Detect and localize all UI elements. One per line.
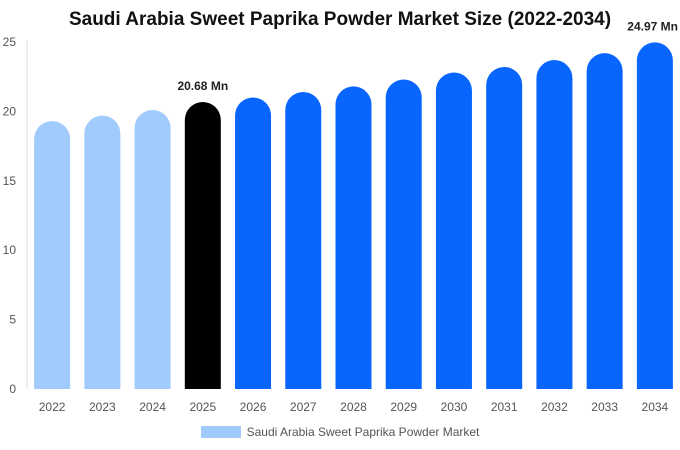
- x-tick-label: 2034: [642, 400, 669, 414]
- x-tick-label: 2022: [39, 400, 66, 414]
- x-axis: 2022 2023 2024 2025 2026 2027 2028 2029 2030 2031…: [39, 400, 669, 414]
- y-tick-label: 25: [3, 35, 17, 49]
- x-tick-label: 2031: [491, 400, 518, 414]
- bar: [536, 60, 573, 389]
- y-tick-label: 10: [3, 243, 17, 257]
- bar: [586, 53, 623, 389]
- y-tick-label: 0: [9, 382, 16, 396]
- x-tick-label: 2030: [441, 400, 468, 414]
- bar: [435, 72, 472, 389]
- bar: [84, 115, 121, 389]
- bar: [134, 110, 171, 389]
- y-tick-label: 20: [3, 104, 17, 118]
- bar: [285, 91, 322, 389]
- x-tick-label: 2029: [390, 400, 417, 414]
- legend: Saudi Arabia Sweet Paprika Powder Market: [0, 425, 680, 439]
- x-tick-label: 2023: [89, 400, 116, 414]
- x-tick-label: 2025: [189, 400, 216, 414]
- x-tick-label: 2024: [139, 400, 166, 414]
- bar: [34, 121, 71, 390]
- x-tick-label: 2027: [290, 400, 317, 414]
- legend-label: Saudi Arabia Sweet Paprika Powder Market: [246, 425, 480, 439]
- data-label: 20.68 Mn: [177, 79, 228, 93]
- bar: [184, 101, 221, 389]
- bar: [636, 42, 673, 389]
- x-tick-label: 2032: [541, 400, 568, 414]
- y-tick-label: 15: [3, 174, 17, 188]
- bar: [335, 86, 372, 389]
- data-labels: 20.68 Mn 24.97 Mn: [177, 19, 678, 93]
- data-label: 24.97 Mn: [627, 19, 678, 33]
- chart-title: Saudi Arabia Sweet Paprika Powder Market…: [68, 9, 612, 30]
- bars: [34, 42, 673, 390]
- x-tick-label: 2028: [340, 400, 367, 414]
- x-tick-label: 2026: [240, 400, 267, 414]
- legend-swatch: [200, 426, 241, 438]
- x-tick-label: 2033: [591, 400, 618, 414]
- bar: [385, 79, 422, 389]
- y-tick-label: 5: [9, 313, 16, 327]
- bar: [235, 97, 272, 390]
- bar: [486, 66, 523, 389]
- y-axis: 0 5 10 15 20 25: [3, 35, 28, 396]
